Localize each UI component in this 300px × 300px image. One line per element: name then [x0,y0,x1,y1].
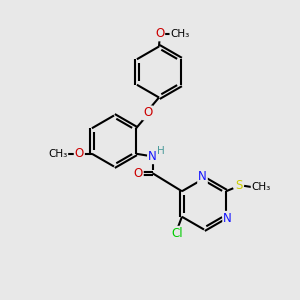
Text: N: N [223,212,232,225]
Text: CH₃: CH₃ [170,29,190,39]
Text: O: O [134,167,143,180]
Text: O: O [143,106,152,119]
Text: CH₃: CH₃ [252,182,271,192]
Text: N: N [148,150,157,163]
Text: Cl: Cl [172,227,183,240]
Text: O: O [75,147,84,160]
Text: O: O [155,27,164,40]
Text: CH₃: CH₃ [48,149,67,159]
Text: N: N [198,170,207,184]
Text: H: H [157,146,165,156]
Text: S: S [235,179,242,192]
